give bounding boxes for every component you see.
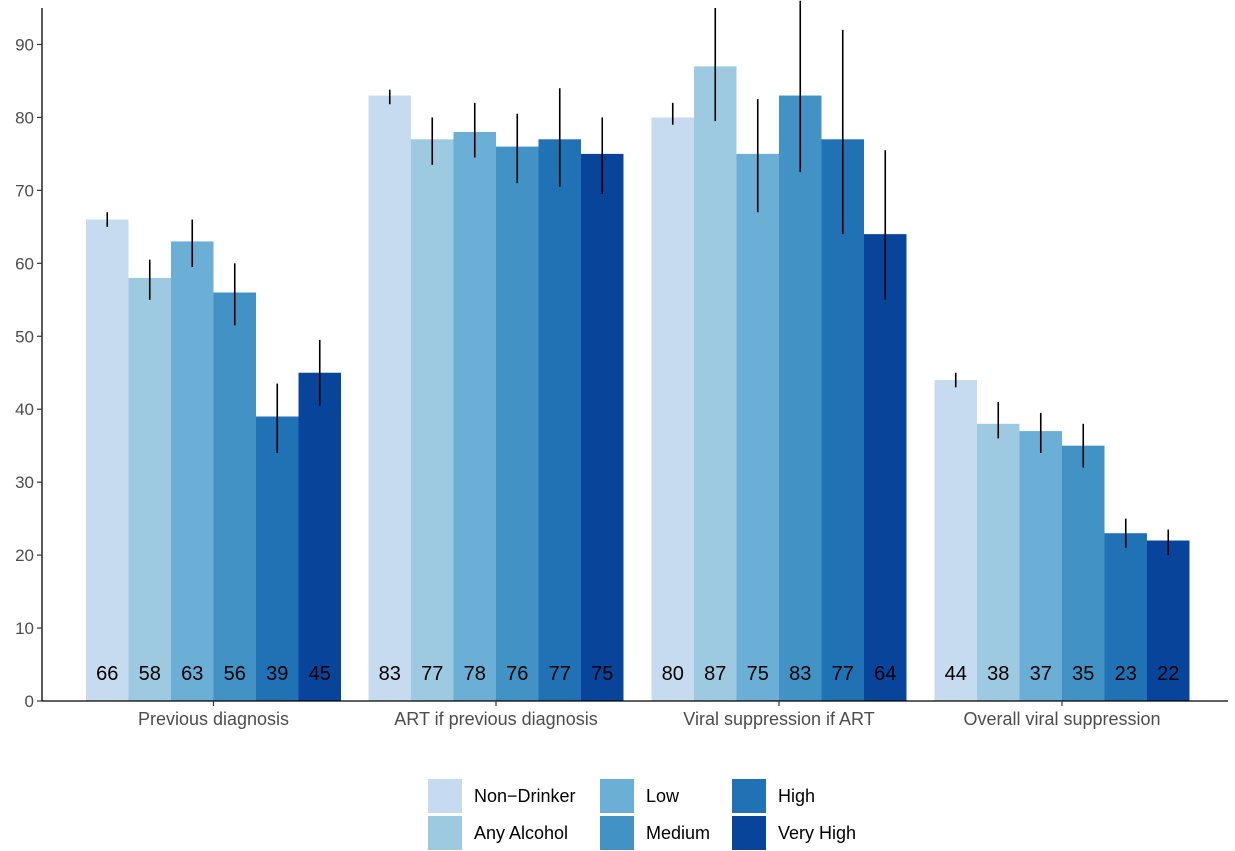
legend-label: Very High xyxy=(778,823,856,843)
bar xyxy=(864,234,907,701)
data-label: 77 xyxy=(549,663,571,685)
data-label: 78 xyxy=(464,663,486,685)
data-label: 44 xyxy=(945,663,967,685)
x-tick-label: ART if previous diagnosis xyxy=(394,709,597,729)
data-label: 35 xyxy=(1072,663,1094,685)
bar xyxy=(1019,431,1062,701)
bar xyxy=(581,153,624,702)
data-label: 38 xyxy=(987,663,1009,685)
axes: 0 10 20 30 40 50 60 70 80 90 Previous diagnosis ART… xyxy=(15,8,1228,729)
y-tick-label: 10 xyxy=(15,619,34,638)
legend-label: Any Alcohol xyxy=(474,823,568,843)
legend-key xyxy=(732,816,766,850)
legend-label: Low xyxy=(646,786,680,806)
data-label: 45 xyxy=(309,663,331,685)
bar xyxy=(736,153,779,702)
y-tick-label: 50 xyxy=(15,327,34,346)
legend-key xyxy=(600,816,634,850)
bar xyxy=(128,277,171,701)
data-label: 58 xyxy=(139,663,161,685)
data-label: 39 xyxy=(266,663,288,685)
y-tick-label: 60 xyxy=(15,254,34,273)
bar xyxy=(256,416,299,701)
bar xyxy=(779,95,822,701)
bar xyxy=(694,66,737,701)
bar xyxy=(86,219,129,701)
x-tick-label: Previous diagnosis xyxy=(138,709,289,729)
data-label: 56 xyxy=(224,663,246,685)
bar xyxy=(1104,533,1147,701)
y-tick-label: 90 xyxy=(15,35,34,54)
data-labels: 66 58 63 56 39 45 83 77 78 76 77 75 80 87 75 83 77 64 44 38… xyxy=(96,663,1179,685)
data-label: 64 xyxy=(874,663,896,685)
legend: Non−Drinker Any Alcohol Low Medium High Very … xyxy=(428,779,856,850)
data-label: 75 xyxy=(591,663,613,685)
legend-key xyxy=(732,779,766,813)
data-label: 22 xyxy=(1157,663,1179,685)
bar xyxy=(1147,540,1190,701)
legend-key xyxy=(600,779,634,813)
bar xyxy=(651,117,694,702)
bar xyxy=(171,241,214,701)
data-label: 83 xyxy=(789,663,811,685)
y-tick-label: 80 xyxy=(15,108,34,127)
bar xyxy=(298,372,341,701)
bar xyxy=(411,139,454,701)
data-label: 75 xyxy=(747,663,769,685)
bar xyxy=(977,423,1020,701)
data-label: 77 xyxy=(832,663,854,685)
data-label: 77 xyxy=(421,663,443,685)
data-label: 83 xyxy=(379,663,401,685)
legend-label: Medium xyxy=(646,823,710,843)
data-label: 63 xyxy=(181,663,203,685)
data-label: 76 xyxy=(506,663,528,685)
y-tick-label: 20 xyxy=(15,546,34,565)
x-tick-label: Viral suppression if ART xyxy=(683,709,874,729)
y-tick-label: 70 xyxy=(15,181,34,200)
legend-key xyxy=(428,779,462,813)
data-label: 23 xyxy=(1115,663,1137,685)
bar xyxy=(1062,445,1105,701)
legend-label: Non−Drinker xyxy=(474,786,576,806)
bar xyxy=(368,95,411,701)
y-tick-label: 40 xyxy=(15,400,34,419)
bar xyxy=(496,146,539,702)
x-tick-label: Overall viral suppression xyxy=(963,709,1160,729)
bar xyxy=(934,380,977,701)
data-label: 87 xyxy=(704,663,726,685)
error-bars xyxy=(106,0,1170,556)
y-tick-label: 30 xyxy=(15,473,34,492)
data-label: 66 xyxy=(96,663,118,685)
bar xyxy=(213,292,256,701)
bar xyxy=(453,132,496,702)
bar xyxy=(538,139,581,701)
legend-key xyxy=(428,816,462,850)
bars xyxy=(86,66,1190,702)
y-tick-label: 0 xyxy=(25,692,34,711)
legend-label: High xyxy=(778,786,815,806)
data-label: 37 xyxy=(1030,663,1052,685)
data-label: 80 xyxy=(662,663,684,685)
